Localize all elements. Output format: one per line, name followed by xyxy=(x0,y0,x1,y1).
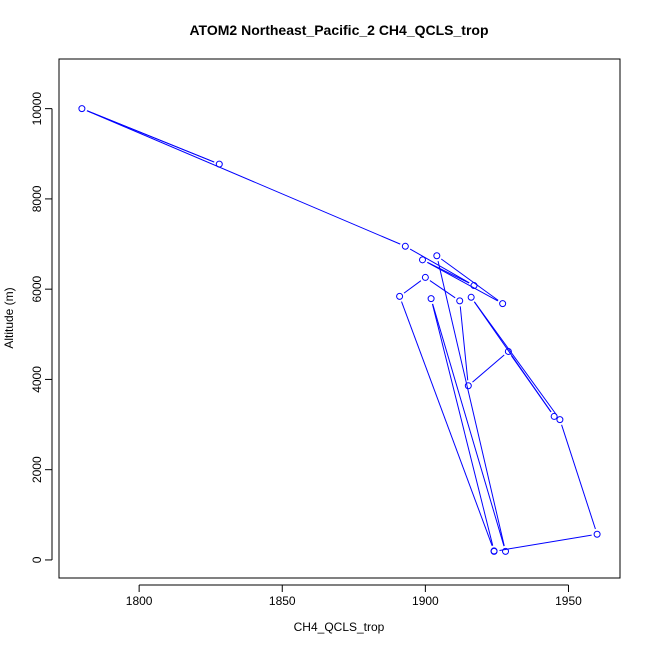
series-line-segment xyxy=(427,262,499,302)
plot-frame xyxy=(58,58,621,579)
data-point xyxy=(470,282,478,290)
data-point xyxy=(490,547,498,555)
data-point xyxy=(421,273,429,281)
data-point xyxy=(401,242,409,250)
x-tick-label: 1950 xyxy=(555,594,582,608)
data-point xyxy=(419,256,427,264)
chart-title: ATOM2 Northeast_Pacific_2 CH4_QCLS_trop xyxy=(189,22,488,38)
y-tick-label: 10000 xyxy=(30,92,44,126)
data-point xyxy=(550,412,558,420)
y-tick-label: 8000 xyxy=(30,185,44,212)
y-tick-label: 2000 xyxy=(30,456,44,483)
x-tick-label: 1900 xyxy=(412,594,439,608)
data-point xyxy=(78,105,86,113)
series-line-segment xyxy=(403,280,422,294)
y-axis-label: Altitude (m) xyxy=(2,287,16,348)
y-tick-label: 6000 xyxy=(30,275,44,302)
series-line-segment xyxy=(472,354,505,383)
series-line-segment xyxy=(401,301,493,546)
data-point xyxy=(502,547,510,555)
data-point xyxy=(433,252,441,260)
x-tick-label: 1800 xyxy=(126,594,153,608)
data-point xyxy=(556,416,564,424)
series-line-segment xyxy=(499,534,592,551)
series-line-segment xyxy=(86,110,215,163)
data-point xyxy=(427,295,435,303)
y-tick-label: 4000 xyxy=(30,366,44,393)
data-point xyxy=(456,297,464,305)
data-point xyxy=(215,160,223,168)
y-tick-label: 0 xyxy=(30,556,44,563)
data-point xyxy=(504,347,512,355)
series-line-segment xyxy=(561,424,596,530)
series-line-segment xyxy=(473,301,558,416)
series-line-segment xyxy=(473,301,552,413)
data-point xyxy=(467,293,475,301)
series-line-segment xyxy=(437,261,505,547)
data-point xyxy=(499,300,507,308)
data-point xyxy=(396,292,404,300)
series-line-segment xyxy=(432,303,505,547)
series-points xyxy=(78,105,601,555)
series-line-segment xyxy=(431,303,494,546)
x-axis-label: CH4_QCLS_trop xyxy=(294,620,385,634)
x-axis: 1800 1850 1900 1950 xyxy=(126,584,582,608)
series-line-segment xyxy=(86,110,401,245)
data-point xyxy=(464,382,472,390)
series-lines xyxy=(86,110,596,551)
series-line-segment xyxy=(440,258,499,301)
y-axis: 0 2000 4000 6000 8000 10000 xyxy=(30,92,53,563)
series-line-segment xyxy=(429,280,456,299)
x-tick-label: 1850 xyxy=(269,594,296,608)
data-point xyxy=(593,530,601,538)
series-line-segment xyxy=(459,306,469,381)
